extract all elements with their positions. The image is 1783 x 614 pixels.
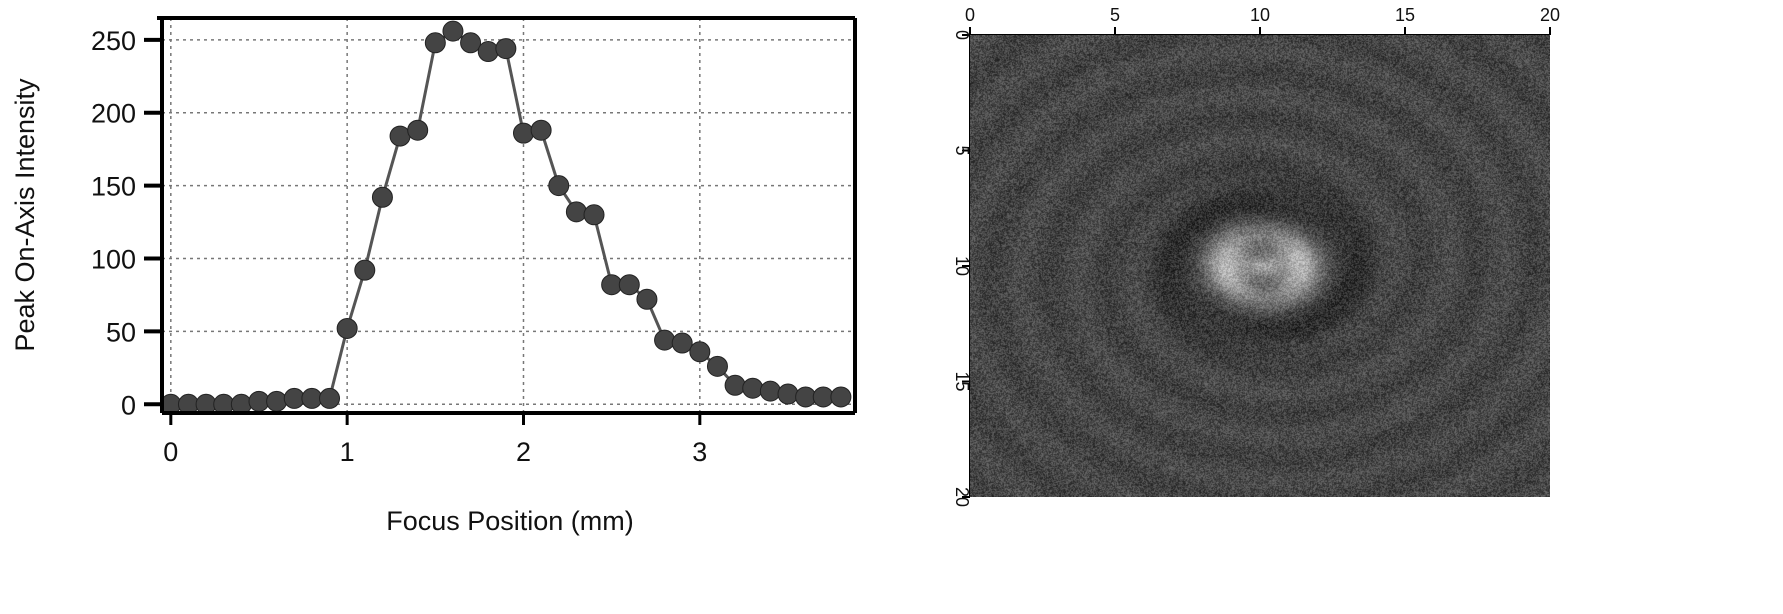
data-point [513, 123, 533, 143]
y-tick-label: 10 [952, 256, 972, 276]
grid-lines [162, 18, 855, 413]
y-tick-label: 150 [91, 172, 136, 202]
data-point [796, 387, 816, 407]
data-point [267, 391, 287, 411]
data-point [284, 388, 304, 408]
data-point [725, 375, 745, 395]
x-tick-label: 3 [692, 437, 707, 467]
y-tick-label: 0 [952, 30, 972, 40]
data-point [707, 356, 727, 376]
series-markers [161, 21, 851, 414]
x-tick-label: 1 [340, 437, 355, 467]
data-point [690, 342, 710, 362]
data-point [760, 381, 780, 401]
x-tick-label: 15 [1395, 5, 1415, 25]
data-point [320, 388, 340, 408]
data-point [566, 202, 586, 222]
data-point [478, 42, 498, 62]
y-axis-label: Peak On-Axis Intensity [10, 78, 40, 352]
data-point [655, 330, 675, 350]
data-point [443, 21, 463, 41]
data-point [743, 378, 763, 398]
data-point [372, 187, 392, 207]
beam-intensity-image [970, 35, 1550, 497]
data-point [355, 260, 375, 280]
x-tick-label: 10 [1250, 5, 1270, 25]
data-point [531, 120, 551, 140]
data-point [778, 384, 798, 404]
x-axis-label: Focus Position (mm) [386, 506, 634, 536]
data-point [584, 205, 604, 225]
series-line [171, 31, 841, 404]
y-tick-label: 0 [121, 390, 136, 420]
data-point [249, 391, 269, 411]
data-point [672, 333, 692, 353]
data-point [549, 176, 569, 196]
data-point [302, 388, 322, 408]
x-tick-label: 5 [1110, 5, 1120, 25]
data-point [602, 275, 622, 295]
x-tick-labels: 0 1 2 3 [163, 437, 707, 467]
data-point [461, 33, 481, 53]
y-tick-label: 15 [952, 371, 972, 391]
y-tick-label: 250 [91, 26, 136, 56]
data-point [425, 33, 445, 53]
data-point [637, 289, 657, 309]
y-tick-label: 200 [91, 99, 136, 129]
y-tick-label: 20 [952, 487, 972, 507]
x-tick-label: 20 [1540, 5, 1560, 25]
data-point [831, 387, 851, 407]
data-point [496, 39, 516, 59]
x-tick-label: 2 [516, 437, 531, 467]
data-point [813, 387, 833, 407]
y-tick-label: 5 [952, 145, 972, 155]
x-tick-label: 0 [163, 437, 178, 467]
intensity-line-chart: 0 1 2 3 0 50 100 150 200 250 Focus Position (mm)… [10, 18, 855, 536]
x-tick-label: 0 [965, 5, 975, 25]
y-tick-labels: 0 50 100 150 200 250 [91, 26, 136, 420]
data-point [619, 275, 639, 295]
y-tick-label: 50 [106, 317, 136, 347]
data-point [337, 318, 357, 338]
data-point [408, 120, 428, 140]
y-tick-label: 100 [91, 244, 136, 274]
data-point [390, 126, 410, 146]
plot-frame [144, 18, 855, 425]
